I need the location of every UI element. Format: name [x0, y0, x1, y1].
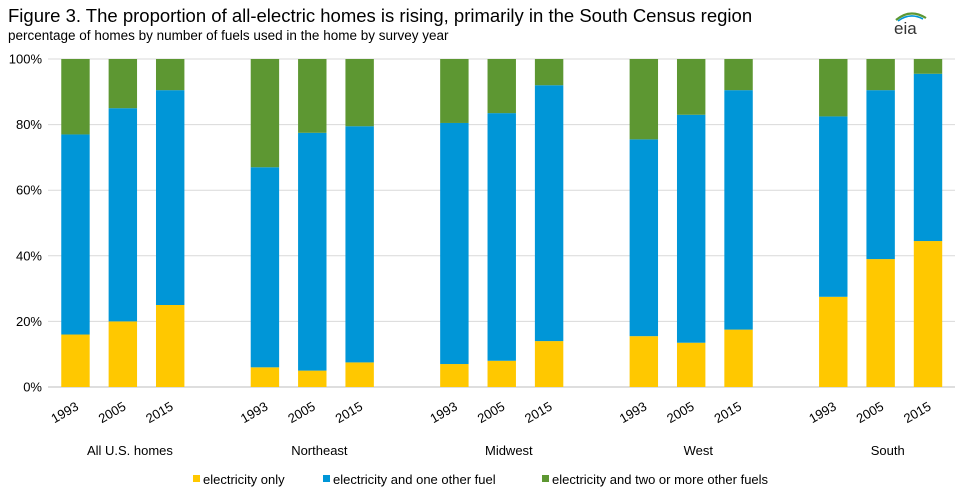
x-tick-label: 1993 [806, 399, 839, 426]
chart-title: Figure 3. The proportion of all-electric… [8, 5, 753, 26]
group-label: Midwest [485, 443, 533, 458]
bar-segment [913, 73, 943, 242]
bar-segment [155, 59, 185, 91]
bar-segment [913, 241, 943, 387]
bar-segment [534, 59, 564, 86]
bar-segment [61, 59, 90, 135]
bar-segment [629, 139, 659, 337]
bar-segment [913, 59, 943, 74]
bar-segment [534, 341, 564, 387]
bar-segment [866, 90, 895, 260]
bar-segment [534, 85, 564, 342]
y-axis-ticks: 0% 20% 40% 60% 80% 100% [9, 52, 43, 395]
x-tick-label: 2005 [664, 399, 697, 426]
x-tick-label: 2005 [285, 399, 318, 426]
bar-segment [724, 59, 753, 91]
bar-segment [345, 59, 374, 127]
bar-segment [155, 305, 185, 387]
bar-segment [61, 334, 90, 387]
svg-text:eia: eia [894, 19, 917, 38]
bar-segment [487, 360, 516, 387]
bar-segment [155, 90, 185, 305]
bar-segment [724, 329, 753, 387]
x-axis-labels: 1993 2005 2015 1993 2005 2015 1993 2005 2015 1993… [48, 399, 933, 426]
legend-label: electricity and two or more other fuels [552, 472, 769, 487]
bar-segment [298, 59, 327, 133]
eia-logo-icon: eia [894, 12, 927, 38]
x-tick-label: 1993 [238, 399, 271, 426]
x-tick-label: 1993 [617, 399, 650, 426]
group-label: Northeast [291, 443, 348, 458]
bar-segment [866, 259, 895, 387]
bar-segment [487, 59, 516, 114]
group-label: All U.S. homes [87, 443, 173, 458]
bars [61, 59, 943, 387]
legend: electricity only electricity and one othe… [193, 472, 769, 487]
x-tick-label: 1993 [48, 399, 81, 426]
bar-segment [108, 321, 138, 387]
x-tick-label: 2015 [901, 399, 934, 426]
bar-segment [724, 90, 753, 330]
legend-label: electricity only [203, 472, 285, 487]
bar-segment [676, 59, 706, 115]
bar-segment [819, 296, 848, 387]
group-label: West [684, 443, 714, 458]
bar-segment [298, 370, 327, 387]
bar-segment [61, 134, 90, 335]
bar-segment [250, 59, 280, 168]
bar-segment [487, 113, 516, 361]
legend-swatch [542, 475, 549, 482]
bar-segment [629, 59, 659, 140]
x-tick-label: 2015 [522, 399, 555, 426]
bar-segment [866, 59, 895, 91]
bar-segment [108, 59, 138, 109]
x-tick-label: 1993 [427, 399, 460, 426]
bar-segment [298, 132, 327, 371]
bar-segment [629, 336, 659, 387]
x-tick-label: 2005 [475, 399, 508, 426]
bar-segment [250, 367, 280, 387]
bar-segment [250, 167, 280, 368]
x-tick-label: 2015 [712, 399, 745, 426]
x-tick-label: 2005 [854, 399, 887, 426]
bar-segment [440, 122, 469, 365]
y-tick-label: 40% [16, 248, 42, 263]
chart-subtitle: percentage of homes by number of fuels u… [8, 28, 449, 43]
bar-segment [819, 116, 848, 297]
y-tick-label: 20% [16, 314, 42, 329]
bar-segment [819, 59, 848, 117]
bar-segment [345, 126, 374, 363]
y-tick-label: 80% [16, 117, 42, 132]
bar-segment [108, 108, 138, 322]
group-label: South [871, 443, 905, 458]
bar-segment [440, 364, 469, 387]
bar-segment [676, 342, 706, 387]
y-tick-label: 0% [23, 380, 42, 395]
y-tick-label: 100% [9, 52, 43, 67]
bar-segment [345, 362, 374, 387]
y-tick-label: 60% [16, 183, 42, 198]
group-labels: All U.S. homes Northeast Midwest West South [87, 443, 905, 458]
bar-segment [440, 59, 469, 123]
legend-swatch [193, 475, 200, 482]
x-tick-label: 2005 [96, 399, 129, 426]
legend-swatch [323, 475, 330, 482]
legend-label: electricity and one other fuel [333, 472, 496, 487]
x-tick-label: 2015 [143, 399, 176, 426]
bar-segment [676, 114, 706, 343]
x-tick-label: 2015 [333, 399, 366, 426]
